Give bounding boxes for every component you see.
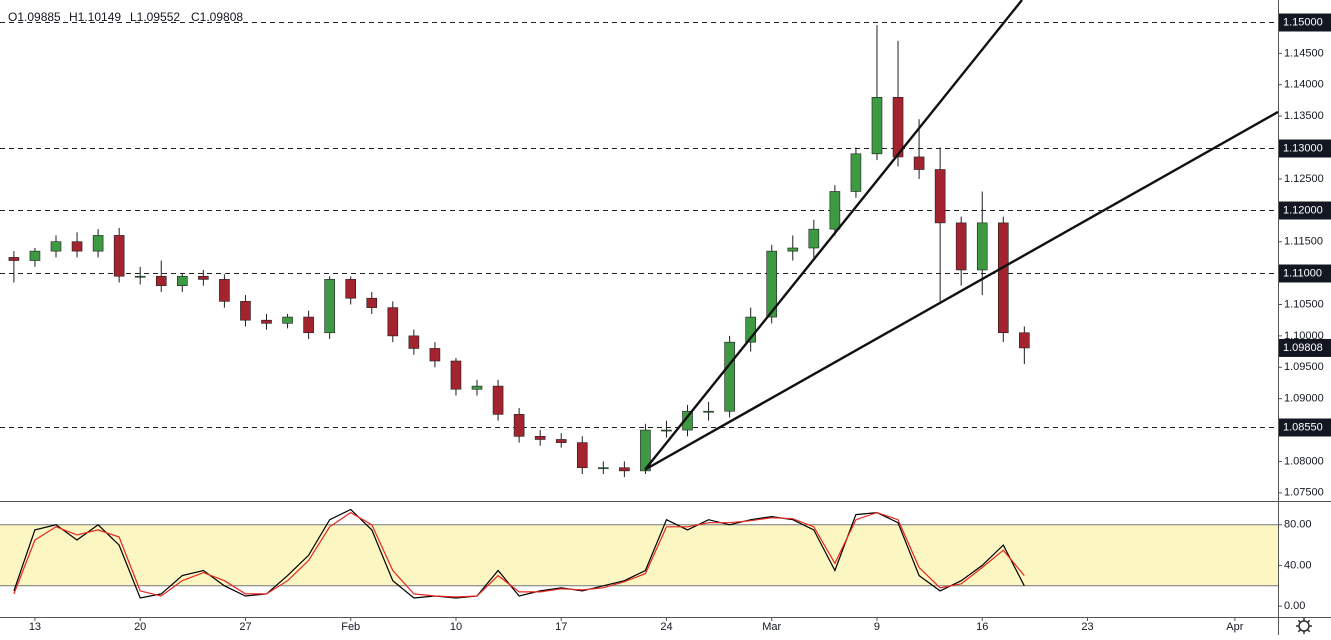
candle-body xyxy=(850,153,862,192)
candle-body xyxy=(450,360,462,390)
candle-body xyxy=(1019,332,1030,349)
candle-body xyxy=(724,341,735,412)
candle-body xyxy=(219,279,230,302)
candle-body xyxy=(955,222,967,271)
candle-body xyxy=(324,279,335,334)
candle-body xyxy=(471,385,483,390)
trendline xyxy=(644,110,1279,471)
ohlc-header: C1.09808 xyxy=(191,10,243,24)
candle-body xyxy=(261,319,272,324)
x-tick-label: 9 xyxy=(874,621,880,633)
candle-body xyxy=(766,250,778,318)
candle-body xyxy=(871,97,883,155)
candle-body xyxy=(366,297,378,308)
x-tick-label: 13 xyxy=(29,621,41,633)
x-tick-label: 23 xyxy=(1081,621,1093,633)
candle-body xyxy=(155,275,167,286)
level-label: 1.11000 xyxy=(1283,267,1322,279)
level-label-box xyxy=(1279,264,1331,283)
candle-body xyxy=(619,467,630,472)
candle-body xyxy=(282,316,293,324)
level-label-box xyxy=(1279,201,1331,220)
x-tick-label: Mar xyxy=(762,621,781,633)
oscillator-line xyxy=(13,511,1025,598)
candle-body xyxy=(50,241,62,252)
candle-body xyxy=(387,307,399,337)
y-tick-label: 1.14000 xyxy=(1284,79,1324,91)
last-price-box xyxy=(1279,338,1331,357)
candle-body xyxy=(92,235,104,252)
candle-body xyxy=(661,429,672,432)
candle-body xyxy=(576,442,588,469)
candle-body xyxy=(934,169,946,224)
level-label-box xyxy=(1279,418,1331,437)
x-tick-label: Feb xyxy=(341,621,360,633)
candle-body xyxy=(113,235,125,277)
candle-body xyxy=(429,348,441,362)
x-tick-label: 16 xyxy=(976,621,988,633)
candle-body xyxy=(8,257,20,261)
level-label: 1.08550 xyxy=(1283,421,1323,433)
candle-body xyxy=(345,279,357,299)
candle-body xyxy=(682,410,693,431)
x-tick-label: 10 xyxy=(450,621,462,633)
candle-body xyxy=(787,247,799,252)
ohlc-header: L1.09552 xyxy=(130,10,180,24)
y-tick-label: 1.10500 xyxy=(1284,298,1324,310)
settings-icon[interactable] xyxy=(1296,618,1312,634)
y-tick-label: 40.00 xyxy=(1284,559,1312,571)
candle-body xyxy=(29,250,41,261)
y-tick-label: 1.11500 xyxy=(1284,236,1323,248)
level-label-box xyxy=(1279,13,1331,32)
y-tick-label: 1.14500 xyxy=(1284,47,1324,59)
y-tick-label: 1.09000 xyxy=(1284,393,1324,405)
candle-body xyxy=(303,316,314,334)
candle-body xyxy=(703,410,714,413)
candle-body xyxy=(555,439,567,443)
candle-body xyxy=(997,222,1009,334)
y-tick-label: 1.09500 xyxy=(1284,361,1324,373)
y-tick-label: 80.00 xyxy=(1284,519,1312,531)
candle-body xyxy=(71,241,83,252)
candle-body xyxy=(134,275,146,278)
y-tick-label: 1.12500 xyxy=(1284,173,1324,185)
candle-body xyxy=(829,191,841,230)
x-tick-label: Apr xyxy=(1226,621,1243,633)
candle-body xyxy=(745,316,756,343)
y-tick-label: 1.10000 xyxy=(1284,330,1324,342)
y-tick-label: 1.07500 xyxy=(1284,487,1324,499)
level-label-box xyxy=(1279,139,1331,158)
x-tick-label: 24 xyxy=(660,621,672,633)
y-tick-label: 1.13500 xyxy=(1284,110,1324,122)
x-tick-label: 27 xyxy=(239,621,251,633)
candle-body xyxy=(892,97,904,158)
candle-body xyxy=(640,429,651,472)
level-label: 1.13000 xyxy=(1283,142,1323,154)
x-tick-label: 17 xyxy=(555,621,567,633)
settings-teeth xyxy=(1296,618,1312,634)
candle-body xyxy=(808,228,820,249)
ohlc-header: H1.10149 xyxy=(69,10,121,24)
level-label: 1.12000 xyxy=(1283,204,1323,216)
candle-body xyxy=(198,275,209,280)
candle-body xyxy=(513,414,525,437)
candle-body xyxy=(976,222,988,271)
candle-body xyxy=(408,335,420,349)
candle-body xyxy=(492,385,504,415)
candle-body xyxy=(913,156,925,170)
last-price-label: 1.09808 xyxy=(1283,342,1323,354)
level-label: 1.15000 xyxy=(1283,16,1323,28)
candle-body xyxy=(177,275,188,286)
candle-body xyxy=(240,301,251,321)
y-tick-label: 1.08000 xyxy=(1284,455,1324,467)
oscillator-line xyxy=(13,508,1025,599)
candle-body xyxy=(534,436,546,440)
candle-body xyxy=(598,467,609,470)
x-tick-label: 20 xyxy=(134,621,146,633)
ohlc-header: O1.09885 xyxy=(8,10,61,24)
trendline xyxy=(644,0,1023,471)
y-tick-label: 0.00 xyxy=(1284,600,1305,612)
